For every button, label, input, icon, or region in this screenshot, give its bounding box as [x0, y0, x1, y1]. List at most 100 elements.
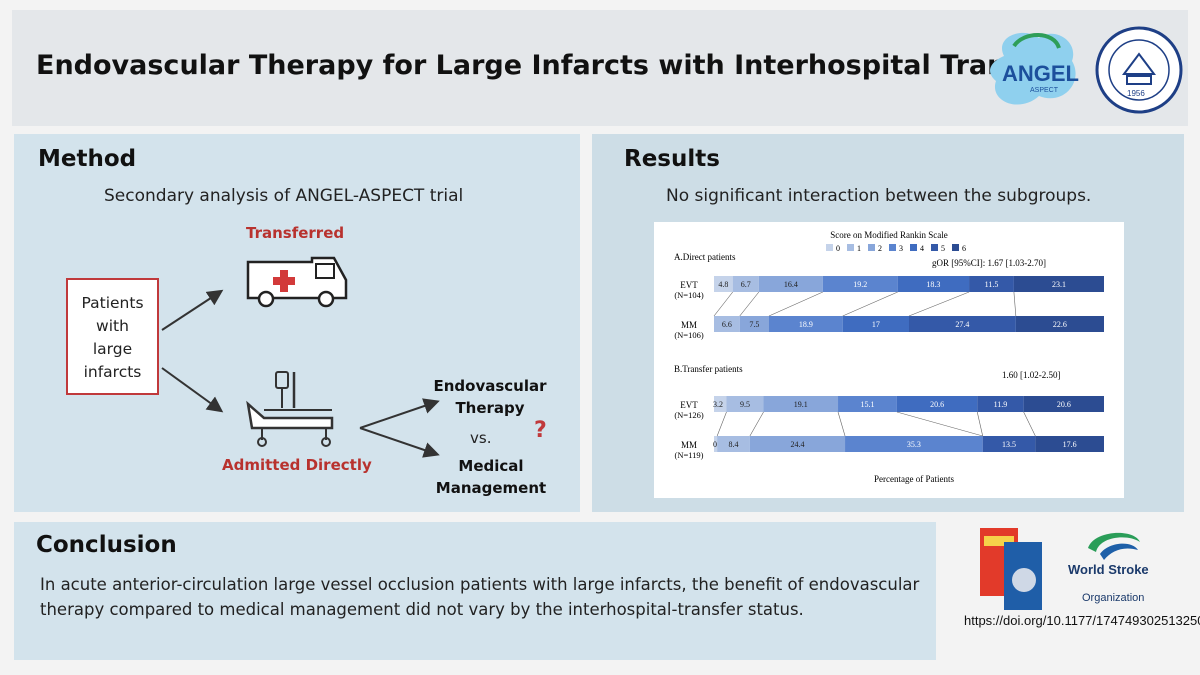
admitted-directly-label: Admitted Directly — [222, 456, 372, 474]
chart-title: Score on Modified Rankin Scale — [830, 230, 947, 240]
tiantan-hospital-seal: 1956 — [1095, 26, 1183, 114]
legend-label: 5 — [941, 244, 945, 253]
legend-swatch — [847, 244, 854, 251]
bar-segment — [845, 436, 983, 452]
legend-label: 4 — [920, 244, 924, 253]
bar-segment — [896, 396, 978, 412]
vs-label: vs. — [470, 429, 492, 447]
bar-value-label: 7.5 — [749, 320, 759, 329]
bar-segment — [714, 276, 733, 292]
bar-value-label: 6.7 — [741, 280, 751, 289]
bar-segment — [749, 436, 846, 452]
bar-segment — [717, 436, 750, 452]
bar-segment — [758, 276, 823, 292]
bar-segment — [838, 396, 897, 412]
bar-group-name: MM — [681, 440, 697, 450]
bar-value-label: 17 — [872, 320, 880, 329]
bar-segment — [739, 316, 769, 332]
conclusion-heading: Conclusion — [36, 532, 177, 558]
bar-segment — [977, 396, 1024, 412]
bar-segment — [982, 436, 1036, 452]
bar-value-label: 4.8 — [718, 280, 728, 289]
bar-segment — [732, 276, 759, 292]
method-panel: Method Secondary analysis of ANGEL-ASPEC… — [14, 134, 580, 512]
legend-label: 6 — [962, 244, 966, 253]
transferred-label: Transferred — [246, 224, 345, 242]
bar-value-label: 20.6 — [930, 400, 944, 409]
bar-value-label: 18.9 — [799, 320, 813, 329]
hospital-bed-icon — [246, 371, 334, 447]
bar-group-n: (N=104) — [674, 290, 704, 300]
connector-line — [896, 411, 983, 437]
doi-link[interactable]: https://doi.org/10.1177/1747493025132508… — [964, 613, 1200, 628]
bar-segment — [768, 316, 843, 332]
legend-label: 0 — [836, 244, 840, 253]
legend-swatch — [868, 244, 875, 251]
conclusion-text: In acute anterior-circulation large vess… — [40, 575, 920, 619]
bar-segment — [1035, 436, 1104, 452]
bar-value-label: 19.1 — [794, 400, 808, 409]
connector-line — [837, 411, 846, 437]
bar-segment — [1023, 396, 1104, 412]
legend-swatch — [826, 244, 833, 251]
mm-label: Medical Management — [435, 457, 547, 497]
bar-segment — [909, 316, 1016, 332]
bar-segment — [714, 396, 727, 412]
method-arrows — [161, 289, 440, 458]
wso-swirl-icon — [1088, 532, 1140, 560]
results-heading: Results — [624, 146, 720, 172]
bar-value-label: 35.3 — [907, 440, 921, 449]
logo-subtext: ASPECT — [1030, 87, 1059, 94]
mrs-chart-svg: Score on Modified Rankin Scale 0 1 2 3 4 5 6 A.D… — [674, 230, 1104, 484]
bar-segment — [714, 436, 718, 452]
bar-value-label: 3.2 — [713, 400, 723, 409]
panel-label: A.Direct patients — [674, 252, 736, 262]
panel-stat: 1.60 [1.02-2.50] — [1002, 370, 1061, 380]
bar-value-label: 11.9 — [994, 400, 1008, 409]
legend-label: 3 — [899, 244, 903, 253]
results-subtitle: No significant interaction between the s… — [666, 186, 1092, 206]
conclusion-panel: Conclusion In acute anterior-circulation… — [14, 522, 936, 660]
connector-line — [908, 291, 970, 317]
method-subtitle: Secondary analysis of ANGEL-ASPECT trial — [104, 186, 464, 206]
bar-value-label: 23.1 — [1052, 280, 1066, 289]
bar-segment — [822, 276, 898, 292]
bar-segment — [969, 276, 1014, 292]
header-banner: Endovascular Therapy for Large Infarcts … — [12, 10, 1188, 126]
method-heading: Method — [38, 146, 137, 172]
bar-value-label: 6.6 — [722, 320, 732, 329]
bar-value-label: 20.6 — [1057, 400, 1071, 409]
connector-line — [976, 411, 984, 437]
bar-group-n: (N=119) — [674, 450, 703, 460]
connector-line — [768, 291, 823, 317]
connector-line — [716, 411, 727, 437]
results-panel: Results No significant interaction betwe… — [592, 134, 1184, 512]
bar-value-label: 11.5 — [985, 280, 999, 289]
bar-value-label: 13.5 — [1002, 440, 1016, 449]
bar-group-name: MM — [681, 320, 697, 330]
bar-group-name: EVT — [680, 280, 698, 290]
bar-value-label: 24.4 — [790, 440, 804, 449]
bar-group-n: (N=106) — [674, 330, 704, 340]
bar-segment — [897, 276, 970, 292]
mrs-chart: Score on Modified Rankin Scale 0 1 2 3 4 5 6 A.D… — [654, 222, 1124, 498]
bar-segment — [763, 396, 839, 412]
connector-line — [1013, 291, 1017, 317]
question-mark: ? — [534, 418, 547, 443]
connector-line — [713, 291, 733, 317]
bar-segment — [1013, 276, 1104, 292]
panel-label: B.Transfer patients — [674, 364, 743, 374]
legend-swatch — [910, 244, 917, 251]
evt-label: Endovascular Therapy — [433, 377, 547, 417]
wso-name: World Stroke — [1068, 562, 1149, 577]
legend-label: 2 — [878, 244, 882, 253]
ambulance-icon — [246, 256, 348, 308]
seal-year: 1956 — [1127, 89, 1145, 98]
bar-value-label: 17.6 — [1063, 440, 1077, 449]
bar-segment — [842, 316, 909, 332]
legend-swatch — [952, 244, 959, 251]
panel-stat: gOR [95%CI]: 1.67 [1.03-2.70] — [932, 258, 1046, 268]
angel-aspect-logo: ANGEL ASPECT — [990, 32, 1079, 105]
logo-text: ANGEL — [1002, 61, 1079, 86]
bar-value-label: 8.4 — [729, 440, 739, 449]
